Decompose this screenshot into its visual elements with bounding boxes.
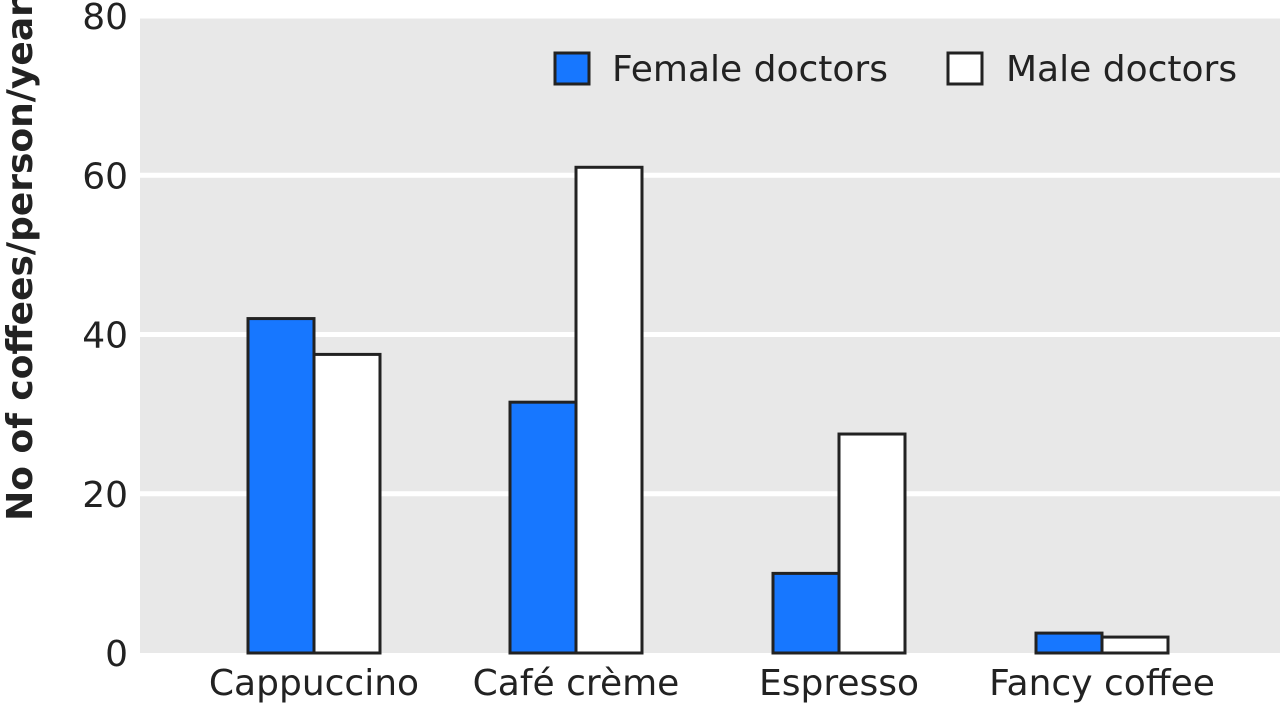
y-tick-label: 0 — [105, 634, 128, 675]
y-tick-label: 80 — [82, 0, 128, 38]
bar-female-3 — [1034, 631, 1104, 655]
legend-label-female: Female doctors — [612, 49, 888, 90]
bar-male-0 — [312, 352, 382, 655]
category-label: Café crème — [473, 663, 680, 704]
legend: Female doctors Male doctors — [553, 49, 1237, 90]
y-tick-label: 60 — [82, 156, 128, 197]
y-tick-label: 20 — [82, 475, 128, 516]
y-tick-label: 40 — [82, 316, 128, 357]
category-labels: Cappuccino Café crème Espresso Fancy coffee — [209, 663, 1215, 704]
y-tick-labels: 0 20 40 60 80 — [82, 0, 128, 675]
bar-female-1 — [508, 400, 578, 655]
category-label: Cappuccino — [209, 663, 419, 704]
bars — [246, 165, 1170, 655]
legend-swatch-female — [553, 51, 591, 86]
bar-male-2 — [837, 432, 907, 655]
y-axis-title: No of coffees/person/year — [0, 0, 41, 521]
category-label: Espresso — [759, 663, 919, 704]
bar-male-1 — [574, 165, 644, 655]
legend-swatch-male — [946, 51, 984, 86]
bar-male-3 — [1100, 635, 1170, 655]
legend-label-male: Male doctors — [1006, 49, 1237, 90]
category-label: Fancy coffee — [989, 663, 1215, 704]
bar-female-2 — [771, 571, 841, 655]
bar-female-0 — [246, 317, 316, 655]
